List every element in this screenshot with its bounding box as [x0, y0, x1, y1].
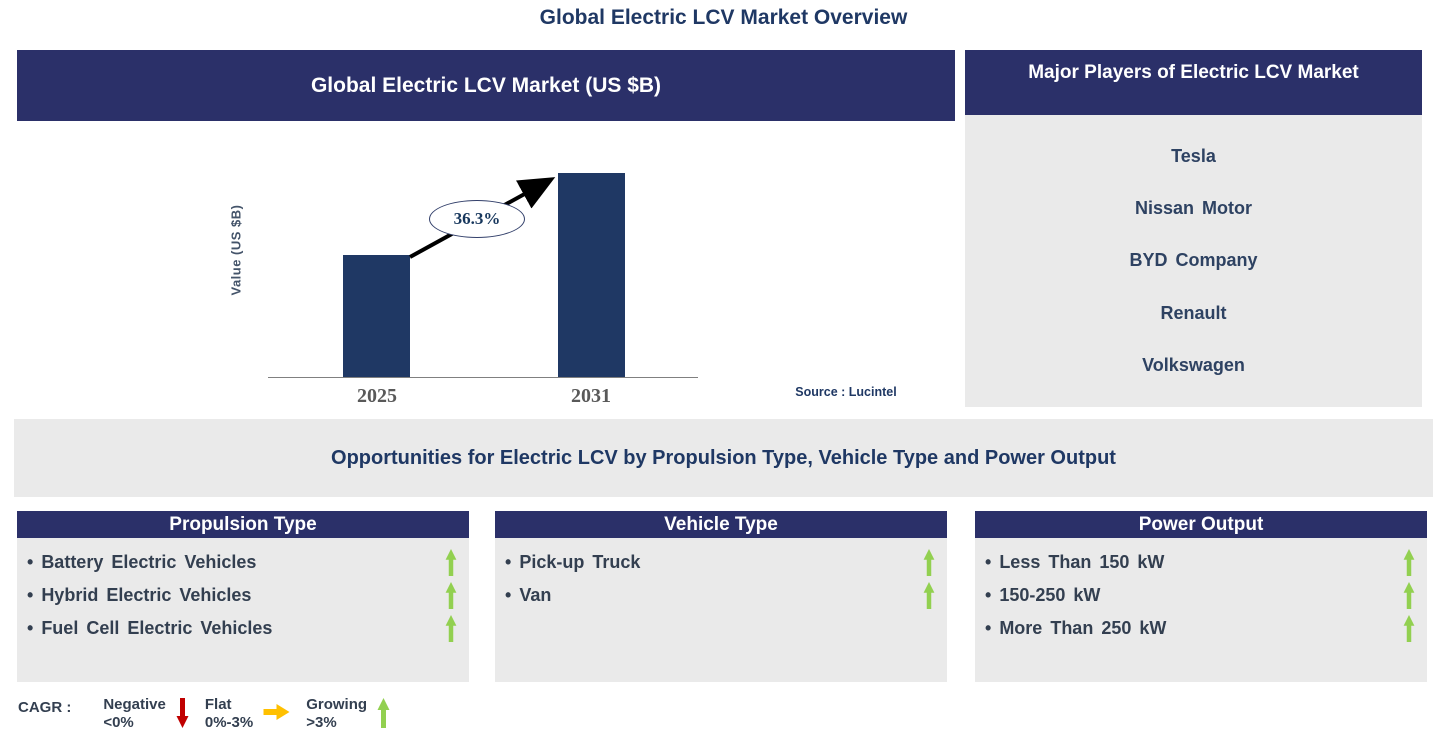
legend-range: >3% — [306, 714, 337, 731]
legend-name: Negative — [103, 696, 166, 713]
bullet-icon — [505, 552, 511, 573]
list-item-company: Tesla — [1171, 146, 1216, 167]
x-tick-2025: 2025 — [357, 385, 397, 407]
legend-range: 0%-3% — [204, 714, 254, 731]
bullet-icon — [27, 585, 33, 606]
panel-vehicle-type: Vehicle Type Pick-up Truck Van — [495, 511, 947, 682]
list-item-company: BYD Company — [1129, 250, 1258, 271]
bullet-icon — [505, 585, 511, 606]
list-item-company: Volkswagen — [1142, 354, 1245, 375]
bullet-icon — [27, 552, 33, 573]
x-tick-2031: 2031 — [571, 385, 611, 407]
list-item: Less Than 150 kW — [975, 546, 1427, 579]
source-label: Source : Lucintel — [795, 385, 897, 399]
bullet-icon — [985, 618, 991, 639]
legend-range: <0% — [103, 714, 134, 731]
opportunities-banner: Opportunities for Electric LCV by Propul… — [14, 419, 1433, 497]
major-players-list: Tesla Nissan Motor BYD Company Renault V… — [965, 115, 1422, 407]
legend-entry-flat: Flat 0%-3% — [205, 696, 290, 732]
legend-title: CAGR : — [18, 699, 72, 716]
bar-2031 — [558, 173, 625, 377]
growing-up-arrow-icon — [923, 549, 935, 576]
list-item: Battery Electric Vehicles — [17, 546, 469, 579]
bullet-icon — [27, 618, 33, 639]
negative-down-arrow-icon — [176, 698, 189, 728]
bullet-icon — [985, 552, 991, 573]
panel-power-output-header: Power Output — [975, 511, 1427, 538]
panel-propulsion-type: Propulsion Type Battery Electric Vehicle… — [17, 511, 469, 682]
growing-up-arrow-icon — [1403, 582, 1415, 609]
growing-up-arrow-icon — [923, 582, 935, 609]
cagr-trend-arrow — [409, 177, 556, 259]
growing-up-arrow-icon — [1403, 615, 1415, 642]
list-item-company: Nissan Motor — [1134, 198, 1252, 219]
list-item: Hybrid Electric Vehicles — [17, 579, 469, 612]
growing-up-arrow-icon — [1403, 549, 1415, 576]
list-item: 150-250 kW — [975, 579, 1427, 612]
major-players-header: Major Players of Electric LCV Market — [965, 50, 1422, 115]
bar-chart: Value (US $B) 36.3% 2025 2031 Source : L… — [17, 121, 955, 415]
legend-name: Flat — [204, 696, 232, 713]
opportunities-title: Opportunities for Electric LCV by Propul… — [331, 446, 1116, 469]
panel-propulsion-type-header: Propulsion Type — [17, 511, 469, 538]
bar-2025 — [343, 255, 410, 377]
panel-vehicle-type-header: Vehicle Type — [495, 511, 947, 538]
growing-up-arrow-icon — [445, 582, 457, 609]
market-chart-header: Global Electric LCV Market (US $B) — [17, 50, 955, 121]
panel-power-output: Power Output Less Than 150 kW 150-250 kW… — [975, 511, 1427, 682]
list-item: Pick-up Truck — [495, 546, 947, 579]
cagr-badge: 36.3% — [429, 200, 525, 238]
cagr-value: 36.3% — [453, 209, 501, 228]
cagr-legend: CAGR : Negative <0% Flat 0%-3% Growing >… — [18, 696, 406, 732]
legend-entry-growing: Growing >3% — [306, 696, 390, 732]
growing-up-arrow-icon — [445, 549, 457, 576]
page-title: Global Electric LCV Market Overview — [539, 6, 908, 29]
growing-up-arrow-icon — [445, 615, 457, 642]
list-item: More Than 250 kW — [975, 612, 1427, 645]
y-axis-label: Value (US $B) — [228, 204, 244, 296]
flat-right-arrow-icon — [263, 704, 290, 720]
legend-name: Growing — [306, 696, 368, 713]
list-item: Fuel Cell Electric Vehicles — [17, 612, 469, 645]
x-axis-line — [268, 377, 698, 378]
bullet-icon — [985, 585, 991, 606]
growing-up-arrow-icon — [377, 698, 390, 728]
list-item: Van — [495, 579, 947, 612]
list-item-company: Renault — [1160, 302, 1227, 323]
legend-entry-negative: Negative <0% — [103, 696, 189, 732]
